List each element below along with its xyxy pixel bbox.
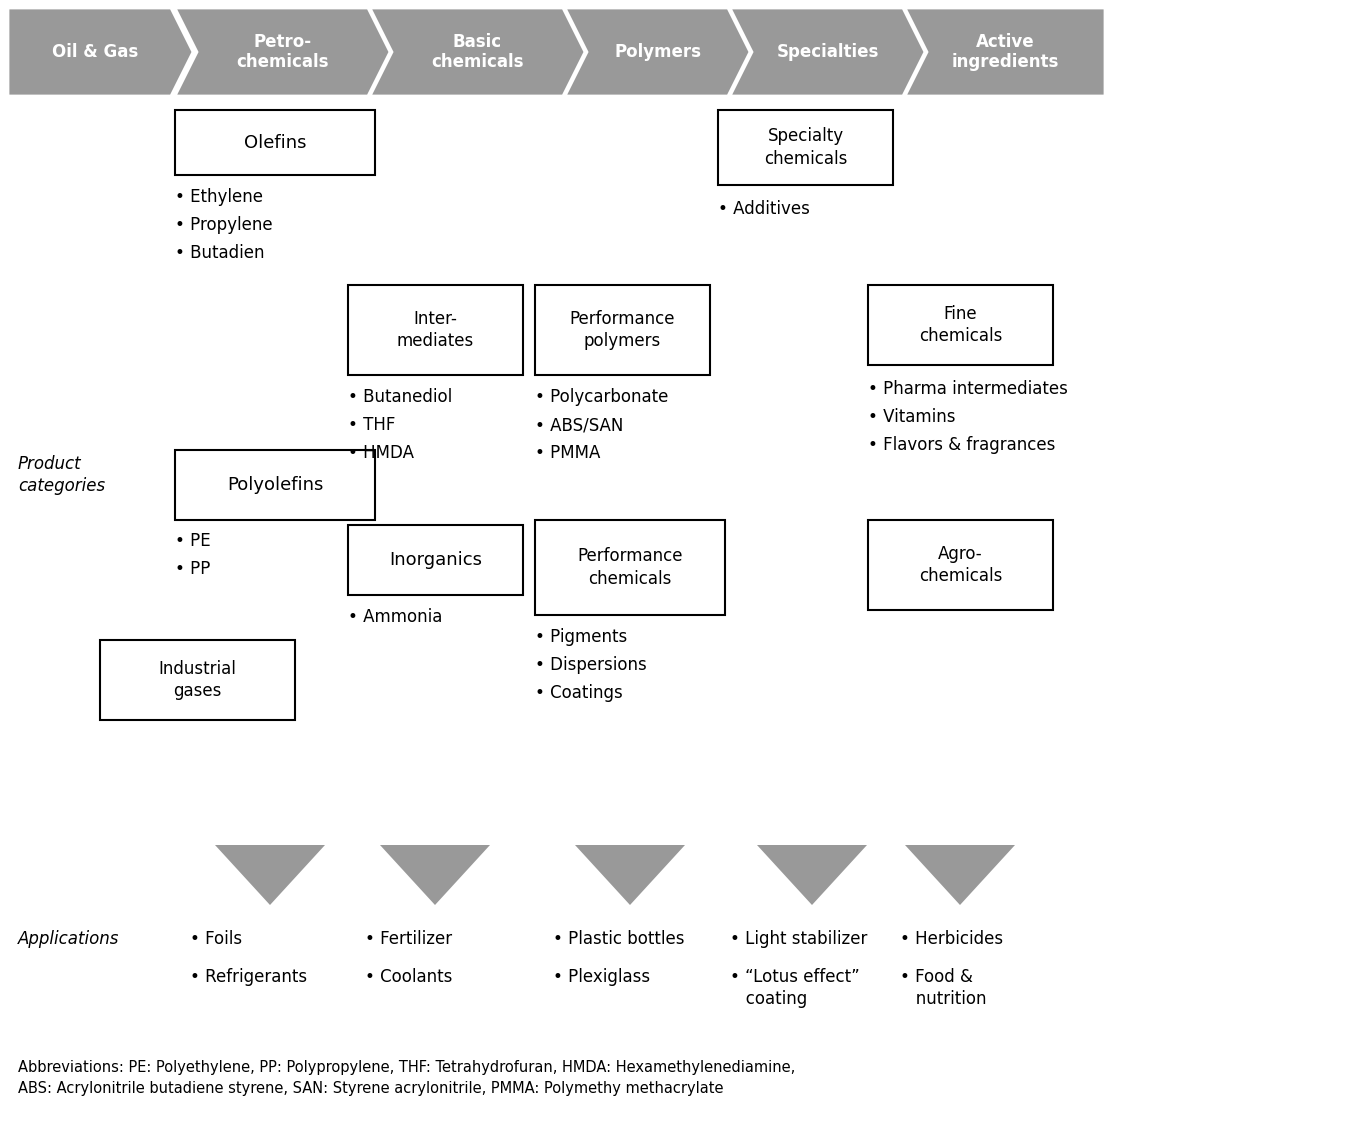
FancyBboxPatch shape (535, 520, 725, 615)
Text: • Light stabilizer: • Light stabilizer (730, 930, 867, 948)
Text: • Fertilizer: • Fertilizer (364, 930, 452, 948)
Text: • Plexiglass: • Plexiglass (554, 968, 651, 986)
Polygon shape (379, 844, 490, 905)
Text: Industrial
gases: Industrial gases (158, 659, 236, 700)
Text: • Pharma intermediates: • Pharma intermediates (868, 380, 1068, 399)
Text: • Foils: • Foils (190, 930, 242, 948)
Text: • Additives: • Additives (718, 200, 810, 218)
Text: Performance
polymers: Performance polymers (570, 309, 675, 350)
FancyBboxPatch shape (348, 525, 522, 595)
Text: Specialties: Specialties (776, 43, 879, 61)
Polygon shape (757, 844, 867, 905)
Text: Performance
chemicals: Performance chemicals (578, 548, 683, 587)
Polygon shape (904, 8, 1106, 96)
Text: Active
ingredients: Active ingredients (952, 33, 1058, 71)
FancyBboxPatch shape (868, 285, 1053, 365)
Polygon shape (566, 8, 751, 96)
Text: Fine
chemicals: Fine chemicals (919, 305, 1002, 345)
Text: Oil & Gas: Oil & Gas (51, 43, 138, 61)
Text: • PMMA: • PMMA (535, 444, 601, 462)
FancyBboxPatch shape (176, 450, 375, 520)
Text: • THF: • THF (348, 415, 396, 434)
Text: • Polycarbonate: • Polycarbonate (535, 388, 668, 406)
Text: • Ethylene: • Ethylene (176, 189, 263, 205)
Polygon shape (575, 844, 684, 905)
Polygon shape (904, 844, 1015, 905)
Text: • Refrigerants: • Refrigerants (190, 968, 306, 986)
Polygon shape (370, 8, 585, 96)
Text: Specialty
chemicals: Specialty chemicals (764, 128, 848, 167)
Polygon shape (176, 8, 390, 96)
Polygon shape (730, 8, 925, 96)
Text: • Vitamins: • Vitamins (868, 408, 956, 426)
Text: • Plastic bottles: • Plastic bottles (554, 930, 684, 948)
Text: • Coolants: • Coolants (364, 968, 452, 986)
Text: Basic
chemicals: Basic chemicals (431, 33, 524, 71)
Text: • Herbicides: • Herbicides (900, 930, 1003, 948)
Polygon shape (215, 844, 325, 905)
Text: • Propylene: • Propylene (176, 216, 273, 234)
Text: Olefins: Olefins (244, 133, 306, 151)
Text: • PP: • PP (176, 560, 211, 578)
Text: • Butanediol: • Butanediol (348, 388, 452, 406)
Text: • HMDA: • HMDA (348, 444, 414, 462)
FancyBboxPatch shape (868, 520, 1053, 610)
Text: • Dispersions: • Dispersions (535, 656, 647, 674)
FancyBboxPatch shape (348, 285, 522, 375)
Text: • Ammonia: • Ammonia (348, 609, 443, 625)
Text: • ABS/SAN: • ABS/SAN (535, 415, 624, 434)
Text: Polyolefins: Polyolefins (227, 476, 323, 495)
Text: • Flavors & fragrances: • Flavors & fragrances (868, 436, 1056, 454)
Text: Abbreviations: PE: Polyethylene, PP: Polypropylene, THF: Tetrahydrofuran, HMDA: : Abbreviations: PE: Polyethylene, PP: Pol… (18, 1060, 795, 1096)
Text: Polymers: Polymers (614, 43, 701, 61)
FancyBboxPatch shape (176, 110, 375, 175)
Text: • Butadien: • Butadien (176, 244, 265, 262)
FancyBboxPatch shape (718, 110, 892, 185)
Text: Inorganics: Inorganics (389, 551, 482, 569)
Text: Inter-
mediates: Inter- mediates (397, 309, 474, 350)
Polygon shape (8, 8, 193, 96)
Text: • PE: • PE (176, 532, 211, 550)
Text: • Pigments: • Pigments (535, 628, 628, 646)
FancyBboxPatch shape (100, 640, 296, 720)
Text: Agro-
chemicals: Agro- chemicals (919, 545, 1002, 585)
Text: • “Lotus effect”
   coating: • “Lotus effect” coating (730, 968, 860, 1008)
Text: • Coatings: • Coatings (535, 684, 622, 702)
Text: Product
categories: Product categories (18, 455, 105, 496)
Text: • Food &
   nutrition: • Food & nutrition (900, 968, 987, 1008)
Text: Petro-
chemicals: Petro- chemicals (236, 33, 329, 71)
Text: Applications: Applications (18, 930, 119, 948)
FancyBboxPatch shape (535, 285, 710, 375)
